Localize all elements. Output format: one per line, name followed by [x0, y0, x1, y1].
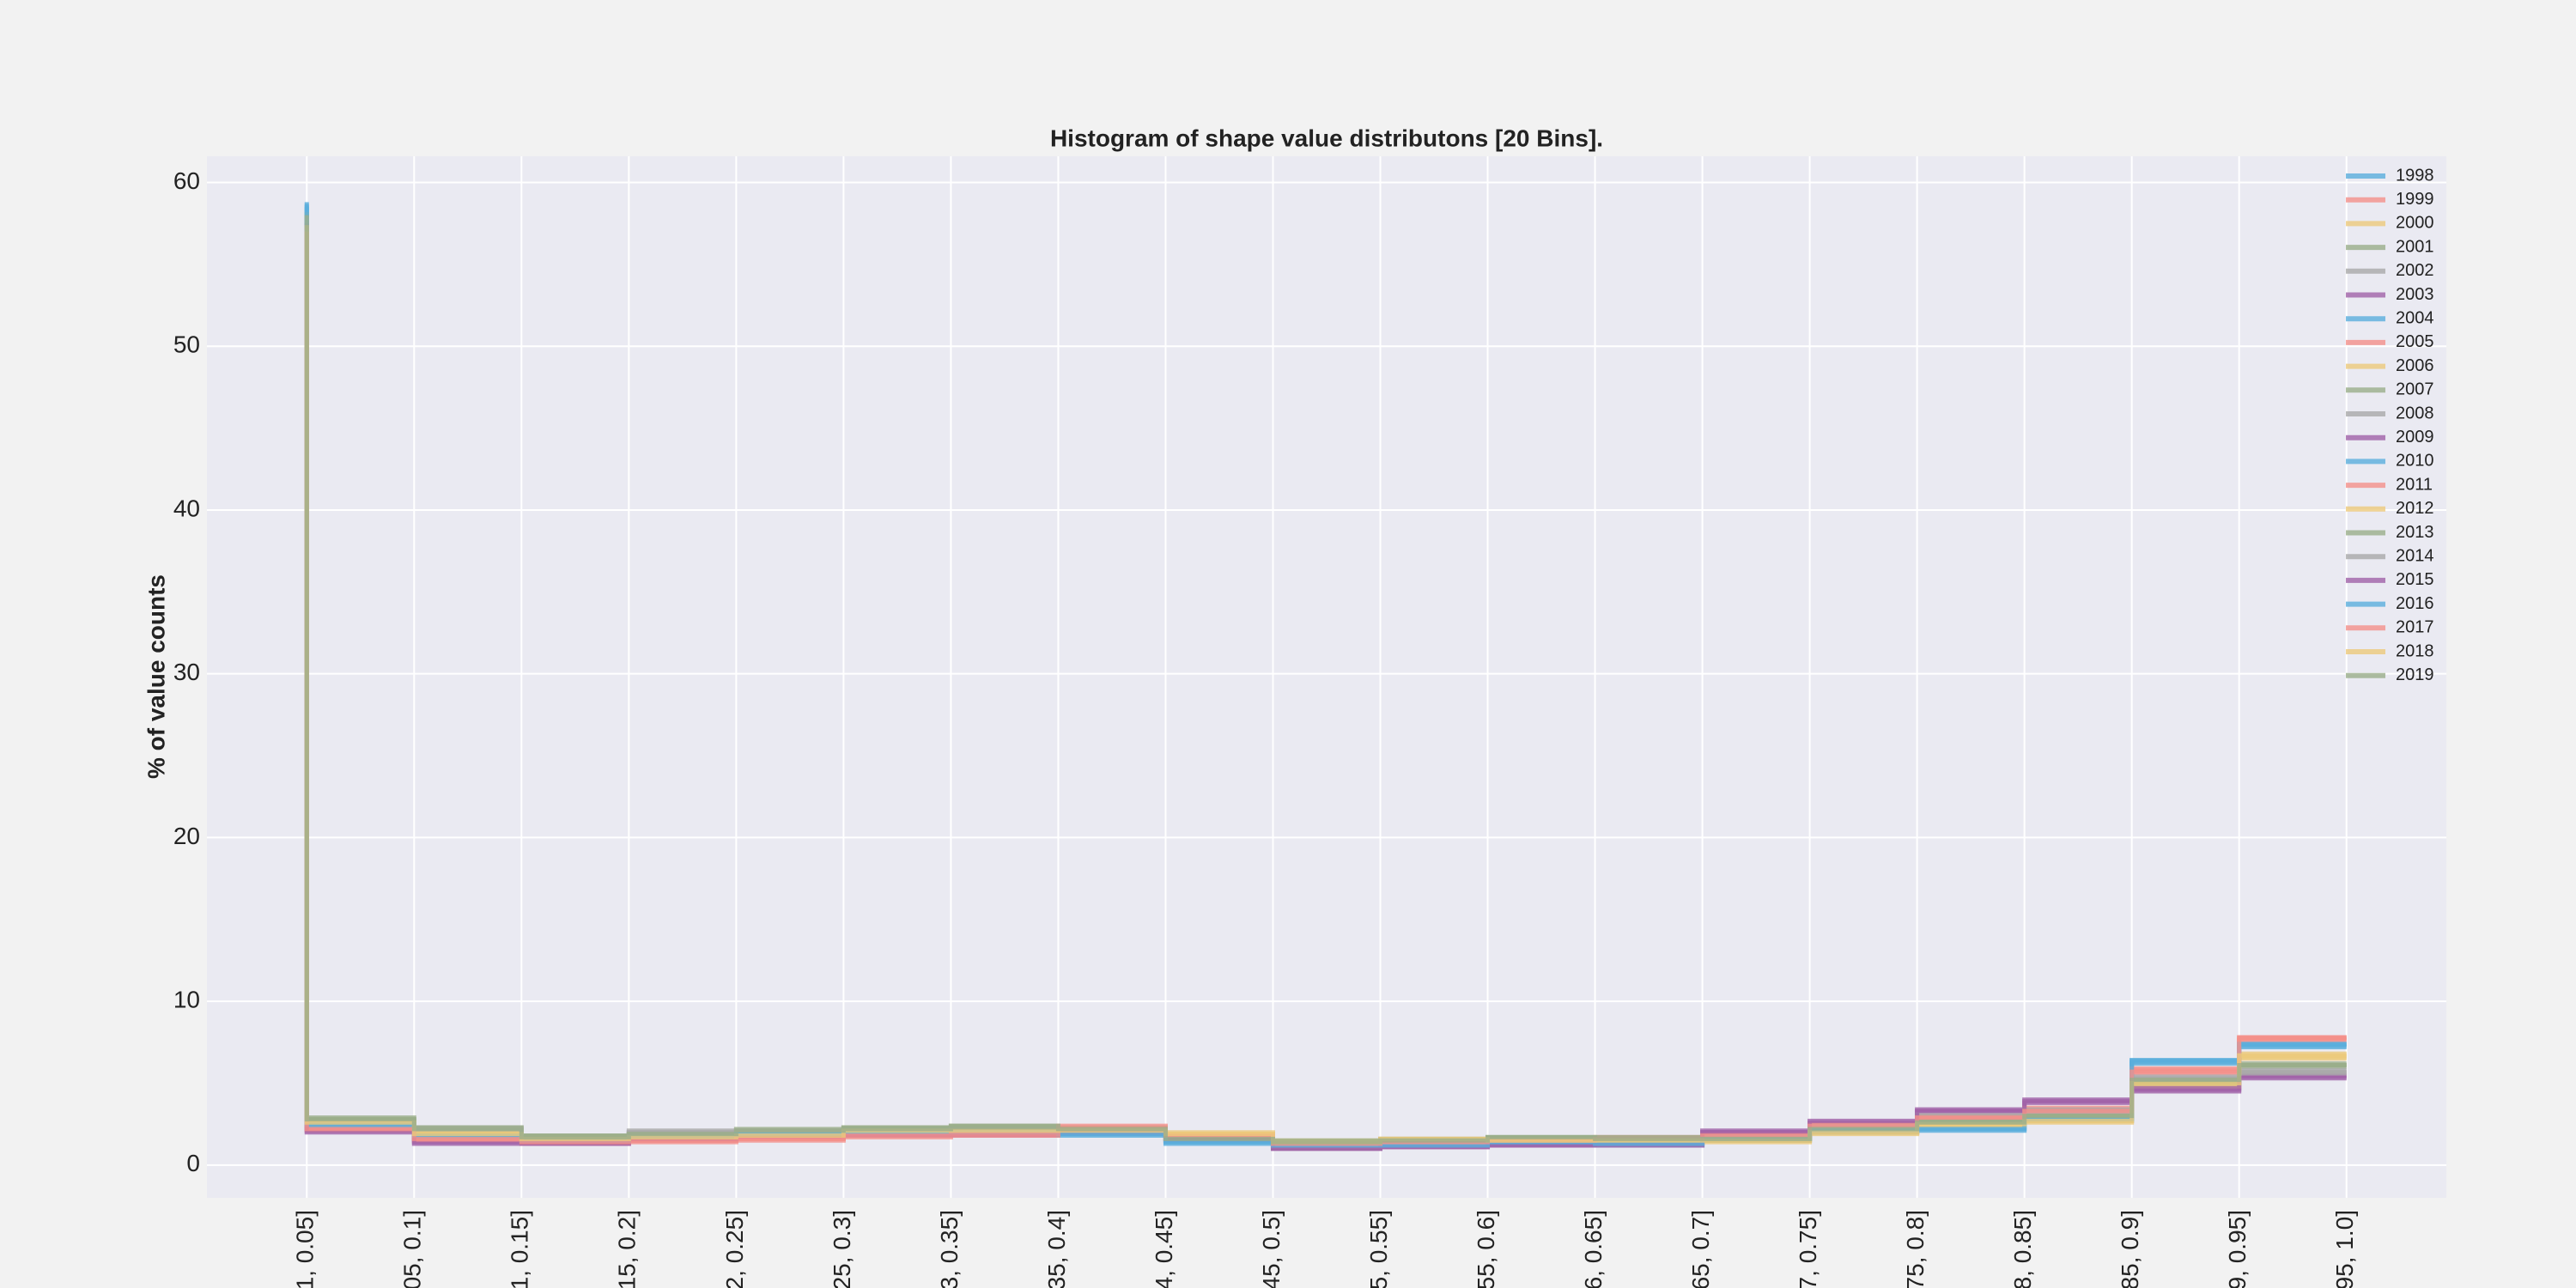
- series-line: [304, 215, 2347, 1145]
- grid: [207, 156, 2446, 1198]
- legend-label: 2005: [2396, 332, 2434, 351]
- legend-label: 2003: [2396, 285, 2434, 304]
- legend-label: 2016: [2396, 594, 2434, 613]
- legend-label: 2004: [2396, 308, 2434, 327]
- x-tick-label: (0.15, 0.2]: [614, 1210, 641, 1288]
- y-tick-label: 60: [173, 167, 200, 194]
- legend-label: 2002: [2396, 261, 2434, 280]
- legend: 1998 1999 2000 2001 2002 2003 2004 2005 2006 2007…: [2346, 166, 2434, 684]
- legend-label: 2013: [2396, 523, 2434, 542]
- legend-label: 2017: [2396, 618, 2434, 637]
- plot-area: [207, 156, 2446, 1198]
- x-tick-label: (-0.001, 0.05]: [292, 1210, 319, 1288]
- y-tick-label: 10: [173, 987, 200, 1013]
- x-tick-label: (0.85, 0.9]: [2117, 1210, 2143, 1288]
- legend-label: 2007: [2396, 380, 2434, 399]
- x-tick-label: (0.4, 0.45]: [1151, 1210, 1177, 1288]
- legend-label: 2000: [2396, 214, 2434, 233]
- y-tick-label: 20: [173, 823, 200, 849]
- y-tick-label: 40: [173, 495, 200, 521]
- x-tick-label: (0.45, 0.5]: [1258, 1210, 1285, 1288]
- y-tick-label: 30: [173, 659, 200, 685]
- x-tick-label: (0.5, 0.55]: [1365, 1210, 1392, 1288]
- x-tick-label: (0.3, 0.35]: [936, 1210, 963, 1288]
- legend-label: 2012: [2396, 499, 2434, 518]
- legend-label: 2019: [2396, 665, 2434, 684]
- x-tick-label: (0.8, 0.85]: [2009, 1210, 2036, 1288]
- x-tick-label: (0.9, 0.95]: [2224, 1210, 2251, 1288]
- legend-label: 2015: [2396, 570, 2434, 589]
- x-tick-label: (0.6, 0.65]: [1580, 1210, 1607, 1288]
- x-tick-label: (0.75, 0.8]: [1902, 1210, 1929, 1288]
- chart-title: Histogram of shape value distributons [2…: [1050, 125, 1603, 151]
- x-tick-label: (0.95, 1.0]: [2331, 1210, 2358, 1288]
- x-tick-label: (0.25, 0.3]: [829, 1210, 855, 1288]
- y-axis-label: % of value counts: [143, 574, 169, 779]
- x-tick-label: (0.35, 0.4]: [1043, 1210, 1070, 1288]
- legend-label: 1999: [2396, 190, 2434, 209]
- legend-label: 2011: [2396, 475, 2433, 494]
- legend-label: 2010: [2396, 452, 2434, 471]
- legend-label: 2014: [2396, 546, 2434, 565]
- legend-label: 2001: [2396, 237, 2434, 256]
- legend-label: 2009: [2396, 428, 2434, 447]
- legend-label: 1998: [2396, 166, 2434, 185]
- ticks: 0 10 20 30 40 50 60 (-0.001, 0.05] (0.05, 0.1] (0…: [173, 167, 2358, 1288]
- legend-label: 2006: [2396, 356, 2434, 375]
- y-tick-label: 0: [186, 1150, 200, 1176]
- x-tick-label: (0.7, 0.75]: [1795, 1210, 1821, 1288]
- x-tick-label: (0.2, 0.25]: [721, 1210, 748, 1288]
- x-tick-label: (0.1, 0.15]: [507, 1210, 533, 1288]
- x-tick-label: (0.05, 0.1]: [399, 1210, 426, 1288]
- series-lines: [304, 202, 2347, 1151]
- y-tick-label: 50: [173, 331, 200, 358]
- legend-label: 2008: [2396, 404, 2434, 422]
- x-tick-label: (0.55, 0.6]: [1473, 1210, 1499, 1288]
- x-tick-label: (0.65, 0.7]: [1687, 1210, 1714, 1288]
- legend-label: 2018: [2396, 641, 2434, 660]
